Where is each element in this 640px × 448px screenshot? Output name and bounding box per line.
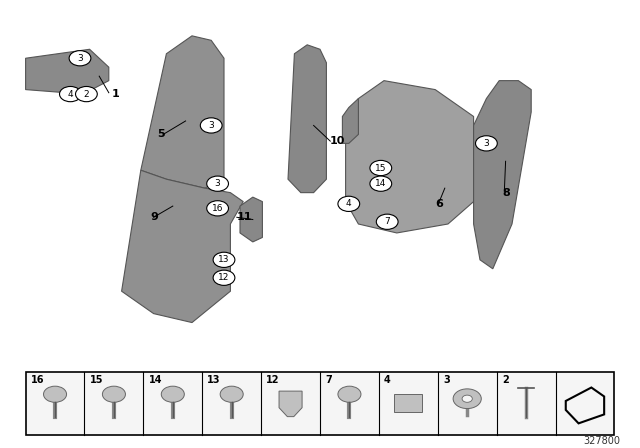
Text: 14: 14 [148, 375, 162, 385]
Text: 327800: 327800 [584, 436, 621, 446]
Circle shape [338, 386, 361, 402]
Text: 8: 8 [502, 188, 510, 198]
Polygon shape [288, 45, 326, 193]
Text: 3: 3 [215, 179, 220, 188]
Circle shape [207, 176, 228, 191]
Text: 10: 10 [330, 136, 345, 146]
Text: 6: 6 [435, 199, 443, 209]
Circle shape [376, 214, 398, 229]
Circle shape [453, 389, 481, 409]
Text: 15: 15 [375, 164, 387, 172]
Circle shape [60, 86, 81, 102]
Text: 14: 14 [375, 179, 387, 188]
Circle shape [200, 118, 222, 133]
Polygon shape [342, 99, 358, 143]
Text: 4: 4 [384, 375, 391, 385]
Circle shape [213, 252, 235, 267]
Text: 3: 3 [77, 54, 83, 63]
Text: 12: 12 [266, 375, 280, 385]
Circle shape [476, 136, 497, 151]
Text: 5: 5 [157, 129, 164, 139]
Text: 16: 16 [31, 375, 44, 385]
Text: 13: 13 [218, 255, 230, 264]
Text: 2: 2 [84, 90, 89, 99]
Polygon shape [346, 81, 474, 233]
Polygon shape [279, 391, 302, 417]
Polygon shape [141, 36, 224, 188]
Text: 4: 4 [346, 199, 351, 208]
Polygon shape [474, 81, 531, 269]
Text: 3: 3 [484, 139, 489, 148]
Polygon shape [26, 49, 109, 94]
Circle shape [462, 395, 472, 402]
Text: 2: 2 [502, 375, 509, 385]
Circle shape [102, 386, 125, 402]
Polygon shape [240, 197, 262, 242]
Circle shape [76, 86, 97, 102]
Text: 1: 1 [112, 89, 120, 99]
Circle shape [207, 201, 228, 216]
Polygon shape [122, 170, 243, 323]
Circle shape [44, 386, 67, 402]
Bar [26, 372, 614, 435]
Circle shape [370, 160, 392, 176]
Bar [394, 394, 422, 412]
Text: 15: 15 [90, 375, 103, 385]
Text: 4: 4 [68, 90, 73, 99]
Text: 13: 13 [207, 375, 221, 385]
Text: 11: 11 [237, 212, 252, 222]
Circle shape [161, 386, 184, 402]
Text: 3: 3 [209, 121, 214, 130]
Circle shape [338, 196, 360, 211]
Text: 12: 12 [218, 273, 230, 282]
Circle shape [370, 176, 392, 191]
Text: 7: 7 [325, 375, 332, 385]
Circle shape [213, 270, 235, 285]
Circle shape [220, 386, 243, 402]
Text: 3: 3 [443, 375, 450, 385]
Text: 9: 9 [150, 212, 158, 222]
Text: 16: 16 [212, 204, 223, 213]
Circle shape [69, 51, 91, 66]
Text: 7: 7 [385, 217, 390, 226]
